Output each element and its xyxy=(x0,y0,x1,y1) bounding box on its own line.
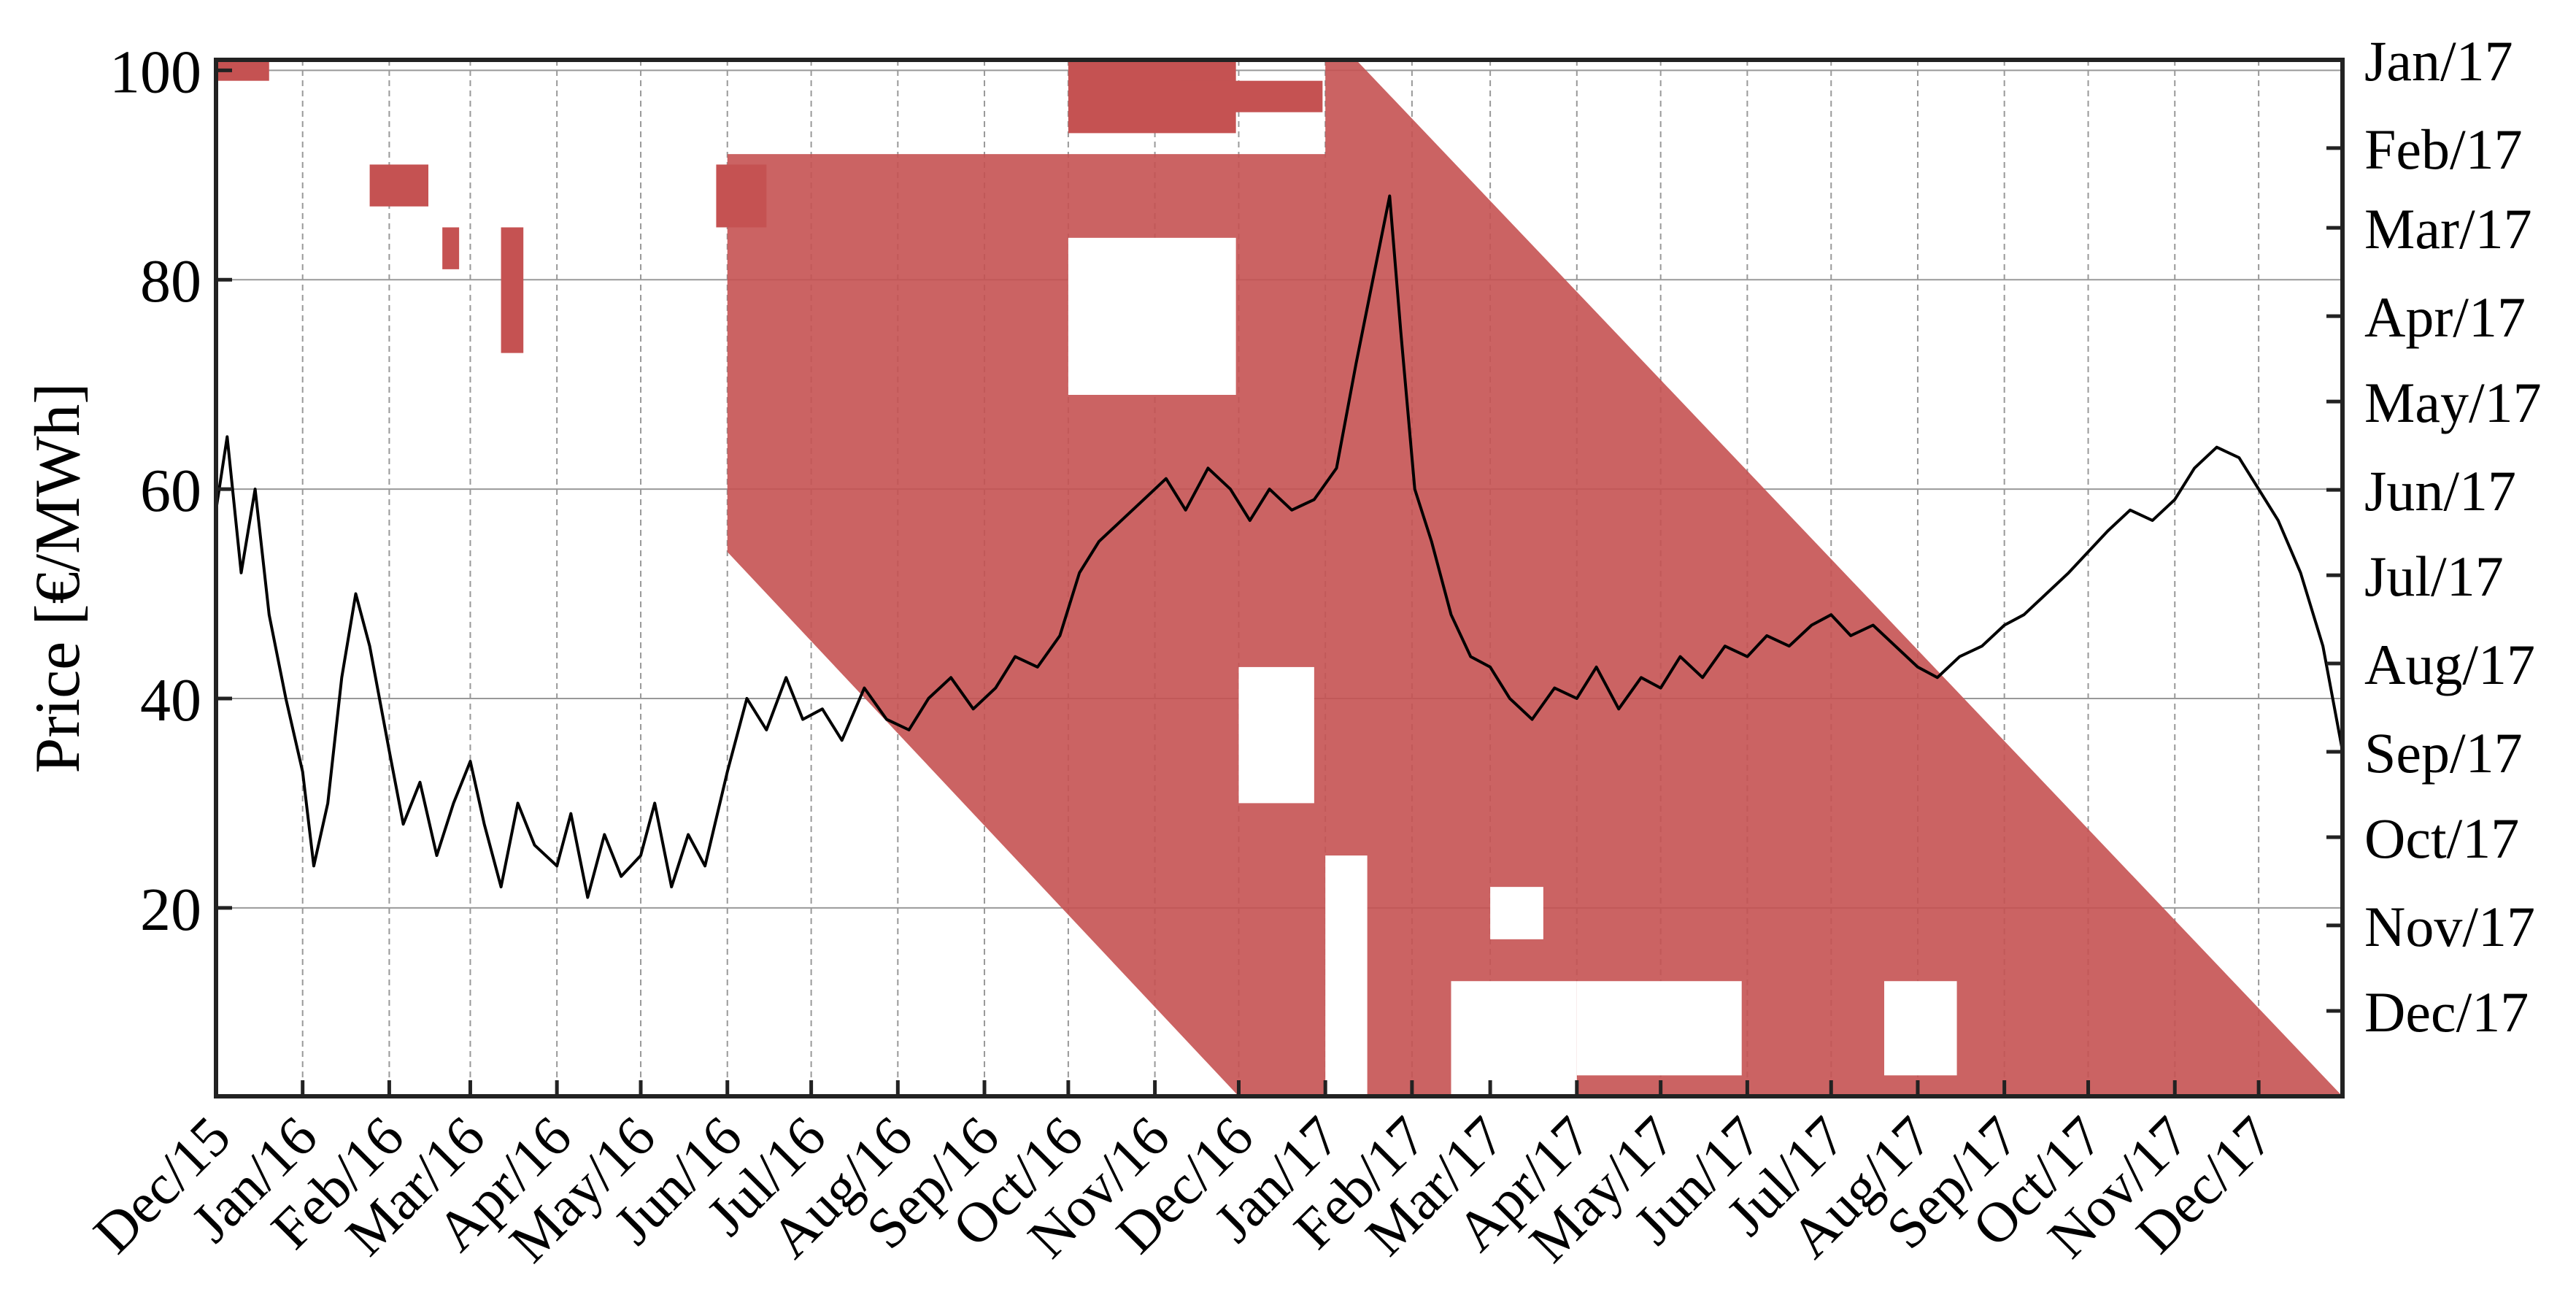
right-tick-label: Dec/17 xyxy=(2364,980,2529,1044)
y-axis-label: Price [€/MWh] xyxy=(23,382,93,773)
shaded-gap xyxy=(1325,855,1368,1096)
right-tick-label: Jun/17 xyxy=(2364,459,2516,523)
shaded-gap xyxy=(1576,981,1742,1076)
shaded-patch xyxy=(501,227,524,353)
right-tick-label: Aug/17 xyxy=(2364,633,2535,696)
right-tick-label: Feb/17 xyxy=(2364,118,2523,181)
y-tick-label: 20 xyxy=(140,876,201,944)
shaded-band xyxy=(727,60,2342,1096)
right-tick-label: Nov/17 xyxy=(2364,895,2535,958)
y-axis: 20 40 60 80 100 xyxy=(109,38,232,944)
right-axis: Jan/17 Feb/17 Mar/17 Apr/17 May/17 Jun/17 Jul/… xyxy=(2326,29,2542,1044)
shaded-gap xyxy=(1068,237,1236,395)
shaded-gap xyxy=(1490,887,1543,939)
y-tick-label: 60 xyxy=(140,457,201,525)
price-line xyxy=(216,194,2342,899)
right-tick-label: May/17 xyxy=(2364,371,2542,434)
right-tick-label: Oct/17 xyxy=(2364,807,2519,870)
y-tick-label: 80 xyxy=(140,247,201,315)
shaded-gap xyxy=(1451,981,1577,1096)
shaded-patch xyxy=(442,227,460,269)
right-tick-label: Mar/17 xyxy=(2364,197,2532,261)
y-tick-label: 100 xyxy=(109,38,201,106)
shaded-gap xyxy=(1884,981,1957,1076)
right-tick-label: Jul/17 xyxy=(2364,545,2504,608)
right-tick-label: Jan/17 xyxy=(2364,29,2513,93)
y-tick-label: 40 xyxy=(140,666,201,734)
right-tick-label: Apr/17 xyxy=(2364,285,2526,349)
shaded-region xyxy=(216,60,2342,1096)
price-series xyxy=(216,194,2342,899)
right-tick-label: Sep/17 xyxy=(2364,721,2523,785)
shaded-patch xyxy=(369,164,429,207)
shaded-patch xyxy=(1180,80,1323,112)
shaded-gap xyxy=(1238,666,1314,804)
shaded-patch xyxy=(716,164,767,228)
plot-frame xyxy=(214,58,2345,1098)
x-axis: Dec/15Jan/16Feb/16Mar/16Apr/16May/16Jun/… xyxy=(81,1080,2285,1274)
